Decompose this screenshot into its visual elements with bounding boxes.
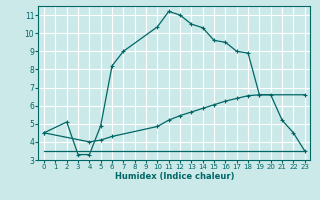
X-axis label: Humidex (Indice chaleur): Humidex (Indice chaleur) [115,172,234,181]
